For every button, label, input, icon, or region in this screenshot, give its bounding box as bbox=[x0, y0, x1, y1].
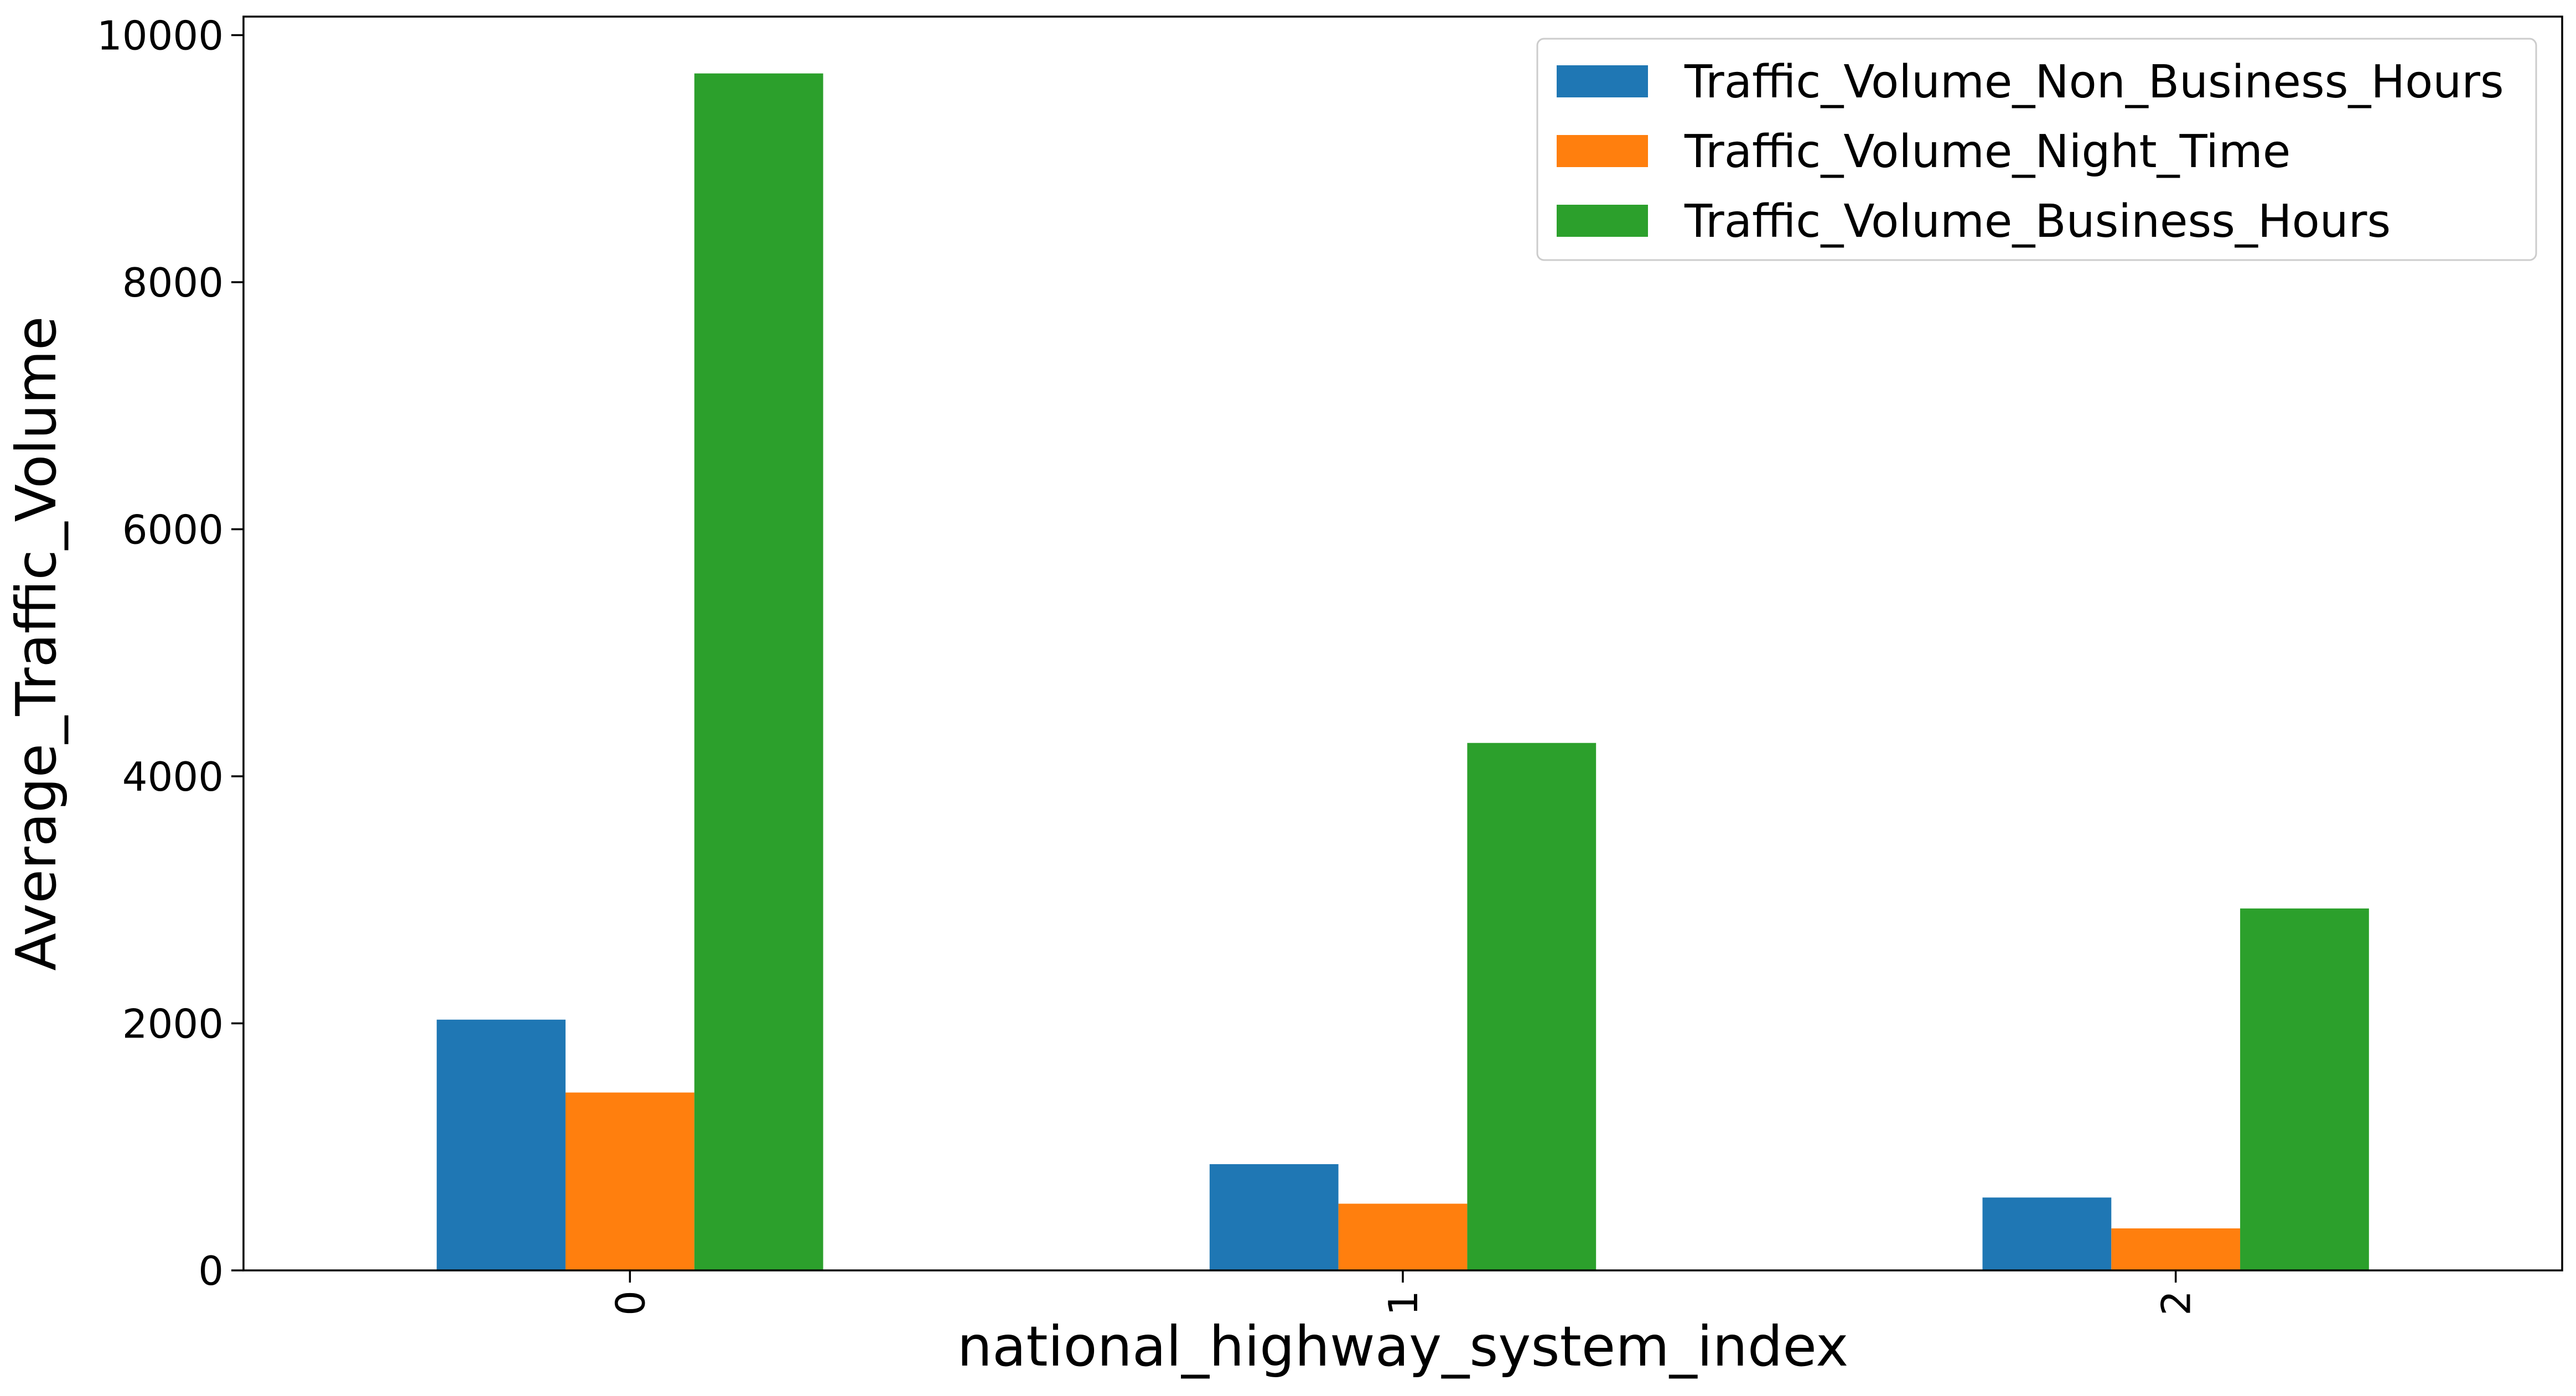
y-tick-label: 10000 bbox=[97, 12, 224, 59]
bar-Traffic_Volume_Non_Business_Hours-0 bbox=[437, 1019, 566, 1270]
bar-Traffic_Volume_Night_Time-0 bbox=[565, 1092, 694, 1270]
legend-label: Traffic_Volume_Non_Business_Hours bbox=[1684, 56, 2504, 108]
bar-Traffic_Volume_Non_Business_Hours-1 bbox=[1209, 1164, 1339, 1270]
bar-Traffic_Volume_Night_Time-2 bbox=[2111, 1228, 2241, 1270]
x-tick-label: 1 bbox=[1380, 1290, 1427, 1316]
legend-swatch bbox=[1557, 135, 1648, 167]
bar-Traffic_Volume_Non_Business_Hours-2 bbox=[1982, 1197, 2112, 1270]
legend: Traffic_Volume_Non_Business_Hours Traffic… bbox=[1536, 38, 2537, 261]
y-axis-title: Average_Traffic_Volume bbox=[4, 316, 69, 971]
y-tick-label: 2000 bbox=[122, 1000, 224, 1047]
y-tick-label: 4000 bbox=[122, 754, 224, 800]
x-tick-label: 2 bbox=[2153, 1290, 2200, 1316]
y-tick-label: 8000 bbox=[122, 260, 224, 306]
x-axis: 0 1 2 bbox=[607, 1270, 2200, 1316]
legend-swatch bbox=[1557, 65, 1648, 97]
x-tick-label: 0 bbox=[607, 1290, 654, 1316]
bar-Traffic_Volume_Night_Time-1 bbox=[1338, 1203, 1468, 1270]
bars-group bbox=[437, 73, 2369, 1271]
legend-swatch bbox=[1557, 205, 1648, 237]
legend-label: Traffic_Volume_Business_Hours bbox=[1684, 195, 2391, 248]
bar-Traffic_Volume_Business_Hours-0 bbox=[694, 73, 823, 1271]
bar-Traffic_Volume_Business_Hours-2 bbox=[2240, 908, 2369, 1270]
legend-frame bbox=[1536, 38, 2537, 261]
y-tick-label: 0 bbox=[198, 1248, 224, 1294]
x-axis-title: national_highway_system_index bbox=[957, 1314, 1849, 1379]
bar-Traffic_Volume_Business_Hours-1 bbox=[1467, 743, 1597, 1270]
legend-label: Traffic_Volume_Night_Time bbox=[1684, 126, 2290, 178]
y-axis: 0 2000 4000 6000 8000 10000 bbox=[97, 12, 243, 1294]
y-tick-label: 6000 bbox=[122, 506, 224, 553]
